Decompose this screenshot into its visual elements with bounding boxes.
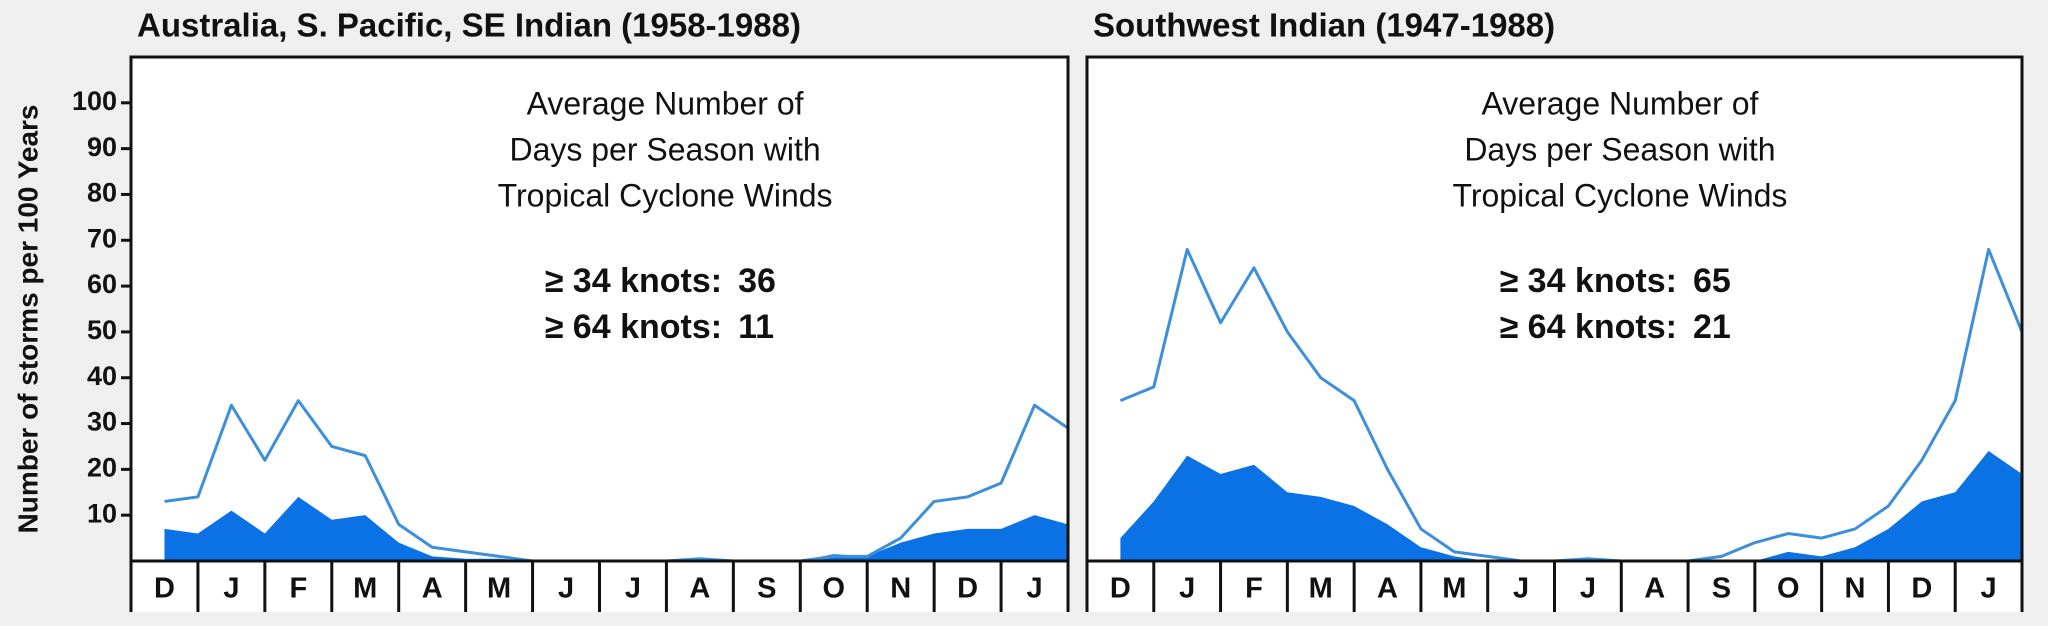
chart-title: Southwest Indian (1947-1988) (1093, 7, 1555, 44)
x-tick-label: M (1309, 573, 1333, 605)
y-tick-label: 30 (87, 407, 117, 437)
stat-value: 65 (1693, 262, 1731, 300)
x-tick-label: D (154, 573, 175, 605)
x-tick-label: M (1442, 573, 1466, 605)
annotation: Tropical Cyclone Winds (498, 177, 833, 213)
x-tick-label: O (1777, 573, 1800, 605)
x-tick-label: J (223, 573, 239, 605)
y-tick-label: 70 (87, 223, 117, 253)
x-tick-label: J (558, 573, 574, 605)
y-tick-label: 90 (87, 132, 117, 162)
stat-label: ≥ 34 knots: (1500, 262, 1677, 300)
area (164, 496, 1068, 561)
annotation: Days per Season with (1464, 131, 1775, 167)
x-tick-label: F (289, 573, 307, 605)
x-tick-label: J (1580, 573, 1596, 605)
y-tick-label: 60 (87, 269, 117, 299)
x-tick-label: M (353, 573, 377, 605)
x-tick-label: A (1644, 573, 1665, 605)
y-tick-label: 20 (87, 452, 117, 482)
x-tick-label: S (1712, 573, 1731, 605)
stat-label: ≥ 64 knots: (1500, 308, 1677, 346)
plot-area (131, 57, 1068, 561)
area (1120, 451, 2022, 561)
chart-title: Australia, S. Pacific, SE Indian (1958-1… (137, 7, 801, 44)
x-tick-label: F (1245, 573, 1263, 605)
x-tick-label: J (1981, 573, 1997, 605)
x-tick-label: A (689, 573, 710, 605)
x-tick-label: M (487, 573, 511, 605)
x-tick-label: J (1513, 573, 1529, 605)
stat-value: 11 (738, 308, 774, 346)
x-tick-label: J (1026, 573, 1042, 605)
x-tick-label: A (1377, 573, 1398, 605)
stat-label: ≥ 64 knots: (545, 308, 722, 346)
stat-value: 36 (738, 262, 776, 300)
annotation: Days per Season with (509, 131, 820, 167)
x-tick-label: D (1911, 573, 1932, 605)
annotation: Average Number of (1482, 85, 1759, 121)
stat-value: 21 (1693, 308, 1731, 346)
y-tick-label: 40 (87, 361, 117, 391)
x-tick-label: O (822, 573, 845, 605)
x-tick-label: N (1845, 573, 1866, 605)
y-tick-label: 50 (87, 315, 117, 345)
x-tick-label: S (757, 573, 776, 605)
x-tick-label: D (1110, 573, 1131, 605)
y-tick-label: 10 (87, 498, 117, 528)
stat-label: ≥ 34 knots: (545, 262, 722, 300)
annotation: Average Number of (527, 85, 804, 121)
x-tick-label: J (625, 573, 641, 605)
x-tick-label: J (1179, 573, 1195, 605)
x-tick-label: N (890, 573, 911, 605)
y-tick-label: 100 (72, 86, 117, 116)
y-tick-label: 80 (87, 178, 117, 208)
y-axis-label: Number of storms per 100 Years (12, 104, 43, 533)
annotation: Tropical Cyclone Winds (1452, 177, 1787, 213)
x-tick-label: D (957, 573, 978, 605)
x-tick-label: A (422, 573, 443, 605)
